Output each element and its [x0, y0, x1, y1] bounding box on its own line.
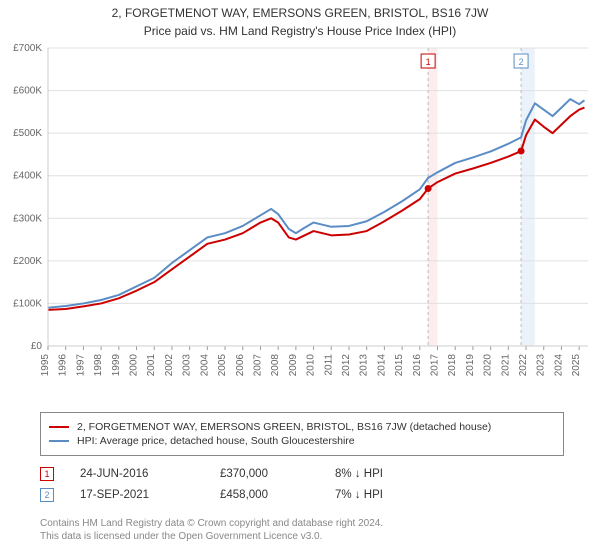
chart-area: £0 £100K £200K £300K £400K £500K £600K £700K 199…: [0, 42, 600, 402]
event-table: 1 24-JUN-2016£370,0008% ↓ HPI 2 17-SEP-2021…: [40, 460, 564, 509]
footer-line-1: Contains HM Land Registry data © Crown c…: [40, 518, 383, 531]
event-price: £458,000: [220, 489, 335, 501]
svg-text:1997: 1997: [75, 354, 86, 377]
svg-text:2021: 2021: [500, 354, 511, 377]
event-marker: 1: [40, 467, 54, 481]
event-row: 1 24-JUN-2016£370,0008% ↓ HPI: [40, 467, 564, 481]
svg-text:1: 1: [426, 57, 431, 67]
event-suffix: HPI: [361, 468, 383, 480]
line-chart: £0 £100K £200K £300K £400K £500K £600K £700K 199…: [0, 42, 600, 402]
legend-item: HPI: Average price, detached house, Sout…: [49, 435, 555, 447]
svg-text:2001: 2001: [146, 354, 157, 377]
svg-text:2004: 2004: [199, 354, 210, 377]
legend-item: 2, FORGETMENOT WAY, EMERSONS GREEN, BRIS…: [49, 421, 555, 433]
svg-text:2018: 2018: [447, 354, 458, 377]
svg-text:2017: 2017: [430, 354, 441, 377]
svg-text:2013: 2013: [359, 354, 370, 377]
svg-text:2024: 2024: [553, 354, 564, 377]
event-date: 24-JUN-2016: [80, 468, 220, 480]
svg-text:£600K: £600K: [13, 86, 42, 97]
legend-label: HPI: Average price, detached house, Sout…: [77, 435, 355, 447]
chart-subtitle: Price paid vs. HM Land Registry's House …: [0, 24, 600, 38]
svg-text:2011: 2011: [323, 354, 334, 376]
footer-attribution: Contains HM Land Registry data © Crown c…: [40, 518, 383, 543]
svg-text:2007: 2007: [252, 354, 263, 377]
svg-text:2: 2: [519, 57, 524, 67]
svg-text:£100K: £100K: [13, 298, 42, 309]
svg-text:2015: 2015: [394, 354, 405, 377]
event-date: 17-SEP-2021: [80, 489, 220, 501]
svg-text:2016: 2016: [412, 354, 423, 377]
legend-swatch: [49, 426, 69, 428]
svg-text:1999: 1999: [111, 354, 122, 377]
svg-text:2022: 2022: [518, 354, 529, 377]
svg-text:£0: £0: [31, 341, 43, 352]
svg-text:1995: 1995: [40, 354, 51, 377]
event-suffix: HPI: [361, 489, 383, 501]
chart-title: 2, FORGETMENOT WAY, EMERSONS GREEN, BRIS…: [0, 6, 600, 22]
event-delta: 7% ↓ HPI: [335, 489, 425, 501]
svg-text:1996: 1996: [58, 354, 69, 377]
svg-text:£400K: £400K: [13, 171, 42, 182]
svg-text:2000: 2000: [129, 354, 140, 377]
svg-text:2003: 2003: [182, 354, 193, 377]
event-delta: 8% ↓ HPI: [335, 468, 425, 480]
svg-text:2012: 2012: [341, 354, 352, 377]
svg-text:2009: 2009: [288, 354, 299, 377]
svg-text:2010: 2010: [306, 354, 317, 377]
svg-text:2005: 2005: [217, 354, 228, 377]
event-price: £370,000: [220, 468, 335, 480]
footer-line-2: This data is licensed under the Open Gov…: [40, 531, 383, 544]
svg-text:£200K: £200K: [13, 256, 42, 267]
svg-text:£700K: £700K: [13, 43, 42, 54]
svg-text:2014: 2014: [376, 354, 387, 377]
svg-text:£500K: £500K: [13, 128, 42, 139]
svg-text:£300K: £300K: [13, 213, 42, 224]
event-marker: 2: [40, 488, 54, 502]
svg-text:2008: 2008: [270, 354, 281, 377]
svg-text:2006: 2006: [235, 354, 246, 377]
svg-text:2023: 2023: [536, 354, 547, 377]
legend-swatch: [49, 440, 69, 442]
svg-text:2002: 2002: [164, 354, 175, 377]
svg-text:2020: 2020: [483, 354, 494, 377]
legend: 2, FORGETMENOT WAY, EMERSONS GREEN, BRIS…: [40, 412, 564, 456]
svg-text:1998: 1998: [93, 354, 104, 377]
svg-text:2019: 2019: [465, 354, 476, 377]
legend-label: 2, FORGETMENOT WAY, EMERSONS GREEN, BRIS…: [77, 421, 491, 433]
event-row: 2 17-SEP-2021£458,0007% ↓ HPI: [40, 488, 564, 502]
svg-text:2025: 2025: [571, 354, 582, 377]
